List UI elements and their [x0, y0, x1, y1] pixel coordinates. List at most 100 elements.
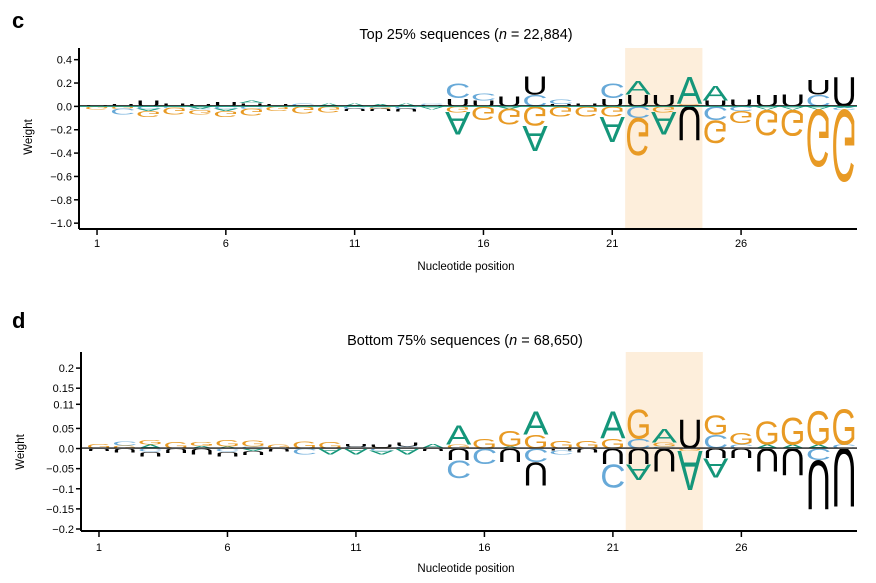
logo-letter-U-pos30: U	[831, 69, 856, 116]
logo-letter-G-pos23: G	[652, 441, 677, 447]
logo-letter-U-pos28: U	[780, 440, 805, 484]
logo-letter-A-pos25: A	[703, 452, 729, 483]
logo-letter-A-pos10: A	[316, 102, 341, 107]
logo-letter-A-pos28: A	[780, 105, 805, 110]
y-tick-label: −0.8	[50, 195, 72, 207]
logo-letter-A-pos5: A	[187, 106, 212, 110]
x-axis-label-d: Nucleotide position	[417, 563, 514, 575]
logo-letter-C-pos12: C	[369, 448, 394, 451]
logo-letter-G-pos30: G	[832, 399, 857, 455]
logo-letter-C-pos6: C	[215, 447, 240, 452]
logo-letter-A-pos11: A	[342, 102, 367, 107]
logo-letter-C-pos21: C	[600, 80, 625, 103]
logo-letter-C-pos29: C	[806, 445, 831, 464]
logo-letter-U-pos11: U	[342, 108, 367, 112]
y-tick-label: 0.2	[59, 363, 74, 375]
x-tick-label: 21	[607, 542, 619, 554]
logo-letter-A-pos6: A	[213, 108, 238, 112]
logo-letter-G-pos8: G	[266, 443, 291, 449]
logo-letter-A-pos22: A	[625, 78, 651, 99]
logo-letter-G-pos6: G	[213, 109, 238, 118]
chart-title-d-prefix: Bottom 75% sequences (	[347, 333, 509, 349]
logo-letter-C-pos16: C	[471, 92, 496, 103]
logo-letter-A-pos28: A	[780, 444, 805, 450]
logo-letter-U-pos20: U	[575, 447, 600, 453]
logo-letter-U-pos29: U	[806, 76, 831, 99]
logo-letter-U-pos23: U	[652, 441, 677, 478]
y-tick-label: −0.2	[50, 125, 72, 137]
logo-plot-c: UGUGCUCAGUCGUACGUCAGUACGUGCGAGACUACGUACU…	[50, 48, 857, 250]
logo-letter-A-pos13: A	[395, 447, 421, 457]
logo-letter-C-pos26: C	[729, 444, 754, 450]
logo-letter-A-pos29: A	[806, 105, 831, 110]
logo-letter-G-pos6: G	[215, 439, 240, 449]
logo-letters: GUGCUAGCUGUAGUAGCUCGAUGUGCGACUAGUCACUAAU…	[86, 399, 856, 524]
logo-letter-U-pos2: U	[112, 447, 137, 453]
logo-letter-C-pos11: C	[342, 106, 367, 110]
x-tick-label: 11	[349, 238, 360, 250]
chart-title-c-n: n	[499, 27, 507, 43]
logo-letter-U-pos3: U	[138, 450, 163, 458]
logo-letter-G-pos29: G	[806, 91, 831, 182]
logo-letter-A-pos18: A	[523, 404, 548, 442]
x-tick-label: 26	[735, 238, 747, 250]
logo-letter-C-pos26: C	[728, 105, 753, 112]
logo-letters: UGUGCUCAGUCGUACGUCAGUACGUGCGAGACUACGUACU…	[84, 69, 857, 201]
logo-letter-G-pos29: G	[806, 401, 831, 455]
logo-letter-A-pos10: A	[318, 447, 344, 456]
logo-letter-G-pos16: G	[471, 102, 496, 124]
x-tick-label: 11	[350, 542, 361, 554]
logo-letter-G-pos27: G	[754, 415, 779, 453]
logo-letter-G-pos24: G	[677, 448, 702, 452]
logo-letter-A-pos7: A	[239, 100, 264, 104]
logo-letter-C-pos16: C	[472, 443, 497, 468]
logo-letter-G-pos27: G	[754, 101, 779, 141]
y-tick-label: −0.2	[52, 524, 74, 536]
logo-letter-G-pos17: G	[497, 104, 522, 129]
logo-letter-U-pos24: U	[677, 411, 702, 458]
logo-letter-G-pos23: G	[651, 104, 676, 113]
y-tick-label: 0.0	[57, 101, 72, 113]
y-tick-label: 0.0	[59, 444, 74, 456]
logo-letter-G-pos1: G	[86, 442, 111, 449]
x-tick-label: 1	[94, 238, 100, 250]
logo-letter-G-pos8: G	[265, 105, 290, 112]
y-tick-label: 0.2	[57, 78, 72, 90]
x-tick-label: 16	[478, 542, 490, 554]
panel-label-d: d	[12, 308, 25, 333]
logo-letter-G-pos10: G	[318, 441, 343, 451]
logo-letter-C-pos3: C	[138, 447, 163, 452]
logo-letter-C-pos30: C	[831, 107, 856, 111]
x-tick-label: 6	[224, 542, 230, 554]
logo-letter-C-pos15: C	[446, 455, 471, 483]
logo-letter-U-pos8: U	[266, 447, 291, 452]
logo-letter-U-pos4: U	[162, 102, 187, 107]
logo-letter-G-pos20: G	[574, 103, 599, 119]
logo-letter-U-pos5: U	[189, 447, 214, 456]
x-tick-label: 6	[223, 238, 229, 250]
logo-letter-C-pos19: C	[549, 449, 574, 455]
x-tick-label: 21	[606, 238, 618, 250]
logo-letter-G-pos10: G	[316, 104, 341, 113]
logo-letter-U-pos18: U	[523, 455, 548, 492]
logo-letter-C-pos9: C	[291, 102, 316, 107]
logo-letter-U-pos3: U	[136, 99, 161, 108]
logo-letter-C-pos2: C	[112, 440, 137, 446]
logo-letter-U-pos4: U	[163, 447, 188, 455]
logo-letter-A-pos21: A	[600, 109, 626, 149]
logo-letter-A-pos17: A	[497, 106, 522, 110]
logo-letter-U-pos19: U	[549, 448, 574, 451]
logo-letter-G-pos9: G	[292, 440, 317, 451]
highlight-region	[625, 48, 703, 229]
logo-letter-C-pos7: C	[239, 106, 264, 110]
logo-letter-A-pos27: A	[754, 444, 779, 450]
x-axis-label-c: Nucleotide position	[417, 261, 514, 273]
logo-letter-C-pos14: C	[419, 104, 444, 106]
chart-title-d: Bottom 75% sequences (n = 68,650)	[347, 333, 583, 349]
logo-letter-G-pos22: G	[626, 400, 651, 447]
logo-letter-C-pos30: C	[832, 444, 857, 450]
logo-letter-A-pos12: A	[369, 449, 394, 455]
logo-letter-C-pos21: C	[600, 457, 625, 494]
y-tick-label: −0.6	[50, 171, 72, 183]
